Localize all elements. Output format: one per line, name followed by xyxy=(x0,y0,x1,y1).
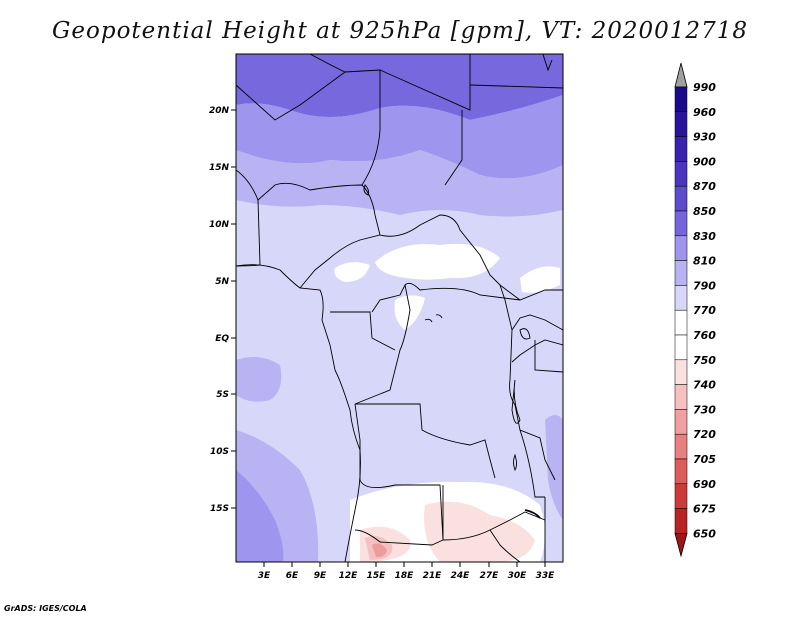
lon-label-30e: 30E xyxy=(508,571,528,581)
lon-label-18e: 18E xyxy=(395,571,415,581)
colorbar-label-960: 960 xyxy=(693,106,716,119)
colorbar-label-850: 850 xyxy=(693,205,716,218)
colorbar-label-750: 750 xyxy=(693,354,716,367)
lon-label-15e: 15E xyxy=(367,571,387,581)
lat-label-10n: 10N xyxy=(209,220,230,230)
lon-label-3e: 3E xyxy=(258,571,271,581)
lat-label-5n: 5N xyxy=(215,277,229,287)
colorbar-label-650: 650 xyxy=(693,527,716,540)
lon-label-6e: 6E xyxy=(286,571,299,581)
lon-label-9e: 9E xyxy=(314,571,327,581)
lon-label-24e: 24E xyxy=(451,571,471,581)
colorbar-label-870: 870 xyxy=(693,180,716,193)
height-field xyxy=(236,54,563,562)
colorbar-label-830: 830 xyxy=(693,230,716,243)
lat-label-5s: 5S xyxy=(216,390,229,400)
colorbar-label-770: 770 xyxy=(693,304,716,317)
lon-label-12e: 12E xyxy=(339,571,359,581)
colorbar-label-760: 760 xyxy=(693,329,716,342)
lat-label-10s: 10S xyxy=(210,447,229,457)
colorbar: 990 960 930 900 870 850 830 810 790 770 … xyxy=(674,62,716,558)
lat-label-15n: 15N xyxy=(209,163,230,173)
colorbar-label-690: 690 xyxy=(693,478,716,491)
lon-label-21e: 21E xyxy=(423,571,443,581)
map-frame xyxy=(235,53,564,563)
colorbar-label-705: 705 xyxy=(693,453,716,466)
latitude-axis: 20N 15N 10N 5N EQ 5S 10S 15S xyxy=(209,106,236,514)
colorbar-label-720: 720 xyxy=(693,428,716,441)
colorbar-label-730: 730 xyxy=(693,403,716,416)
map-title: Geopotential Height at 925hPa [gpm], VT:… xyxy=(52,18,748,44)
colorbar-label-740: 740 xyxy=(693,379,716,392)
lon-label-33e: 33E xyxy=(536,571,556,581)
longitude-axis: 3E 6E 9E 12E 15E 18E 21E 24E 27E 30E 33E xyxy=(258,562,555,581)
colorbar-top-arrow xyxy=(674,62,688,88)
lon-label-27e: 27E xyxy=(480,571,500,581)
colorbar-label-790: 790 xyxy=(693,279,716,292)
colorbar-label-900: 900 xyxy=(693,155,716,168)
colorbar-bottom-arrow xyxy=(674,533,688,558)
lat-label-eq: EQ xyxy=(215,334,229,344)
lat-label-20n: 20N xyxy=(209,106,230,116)
colorbar-label-675: 675 xyxy=(693,503,716,516)
colorbar-label-990: 990 xyxy=(693,81,716,94)
grads-credit: GrADS: IGES/COLA xyxy=(4,604,87,613)
colorbar-label-810: 810 xyxy=(693,255,716,268)
lat-label-15s: 15S xyxy=(210,504,229,514)
colorbar-label-930: 930 xyxy=(693,131,716,144)
country-borders xyxy=(236,54,563,562)
